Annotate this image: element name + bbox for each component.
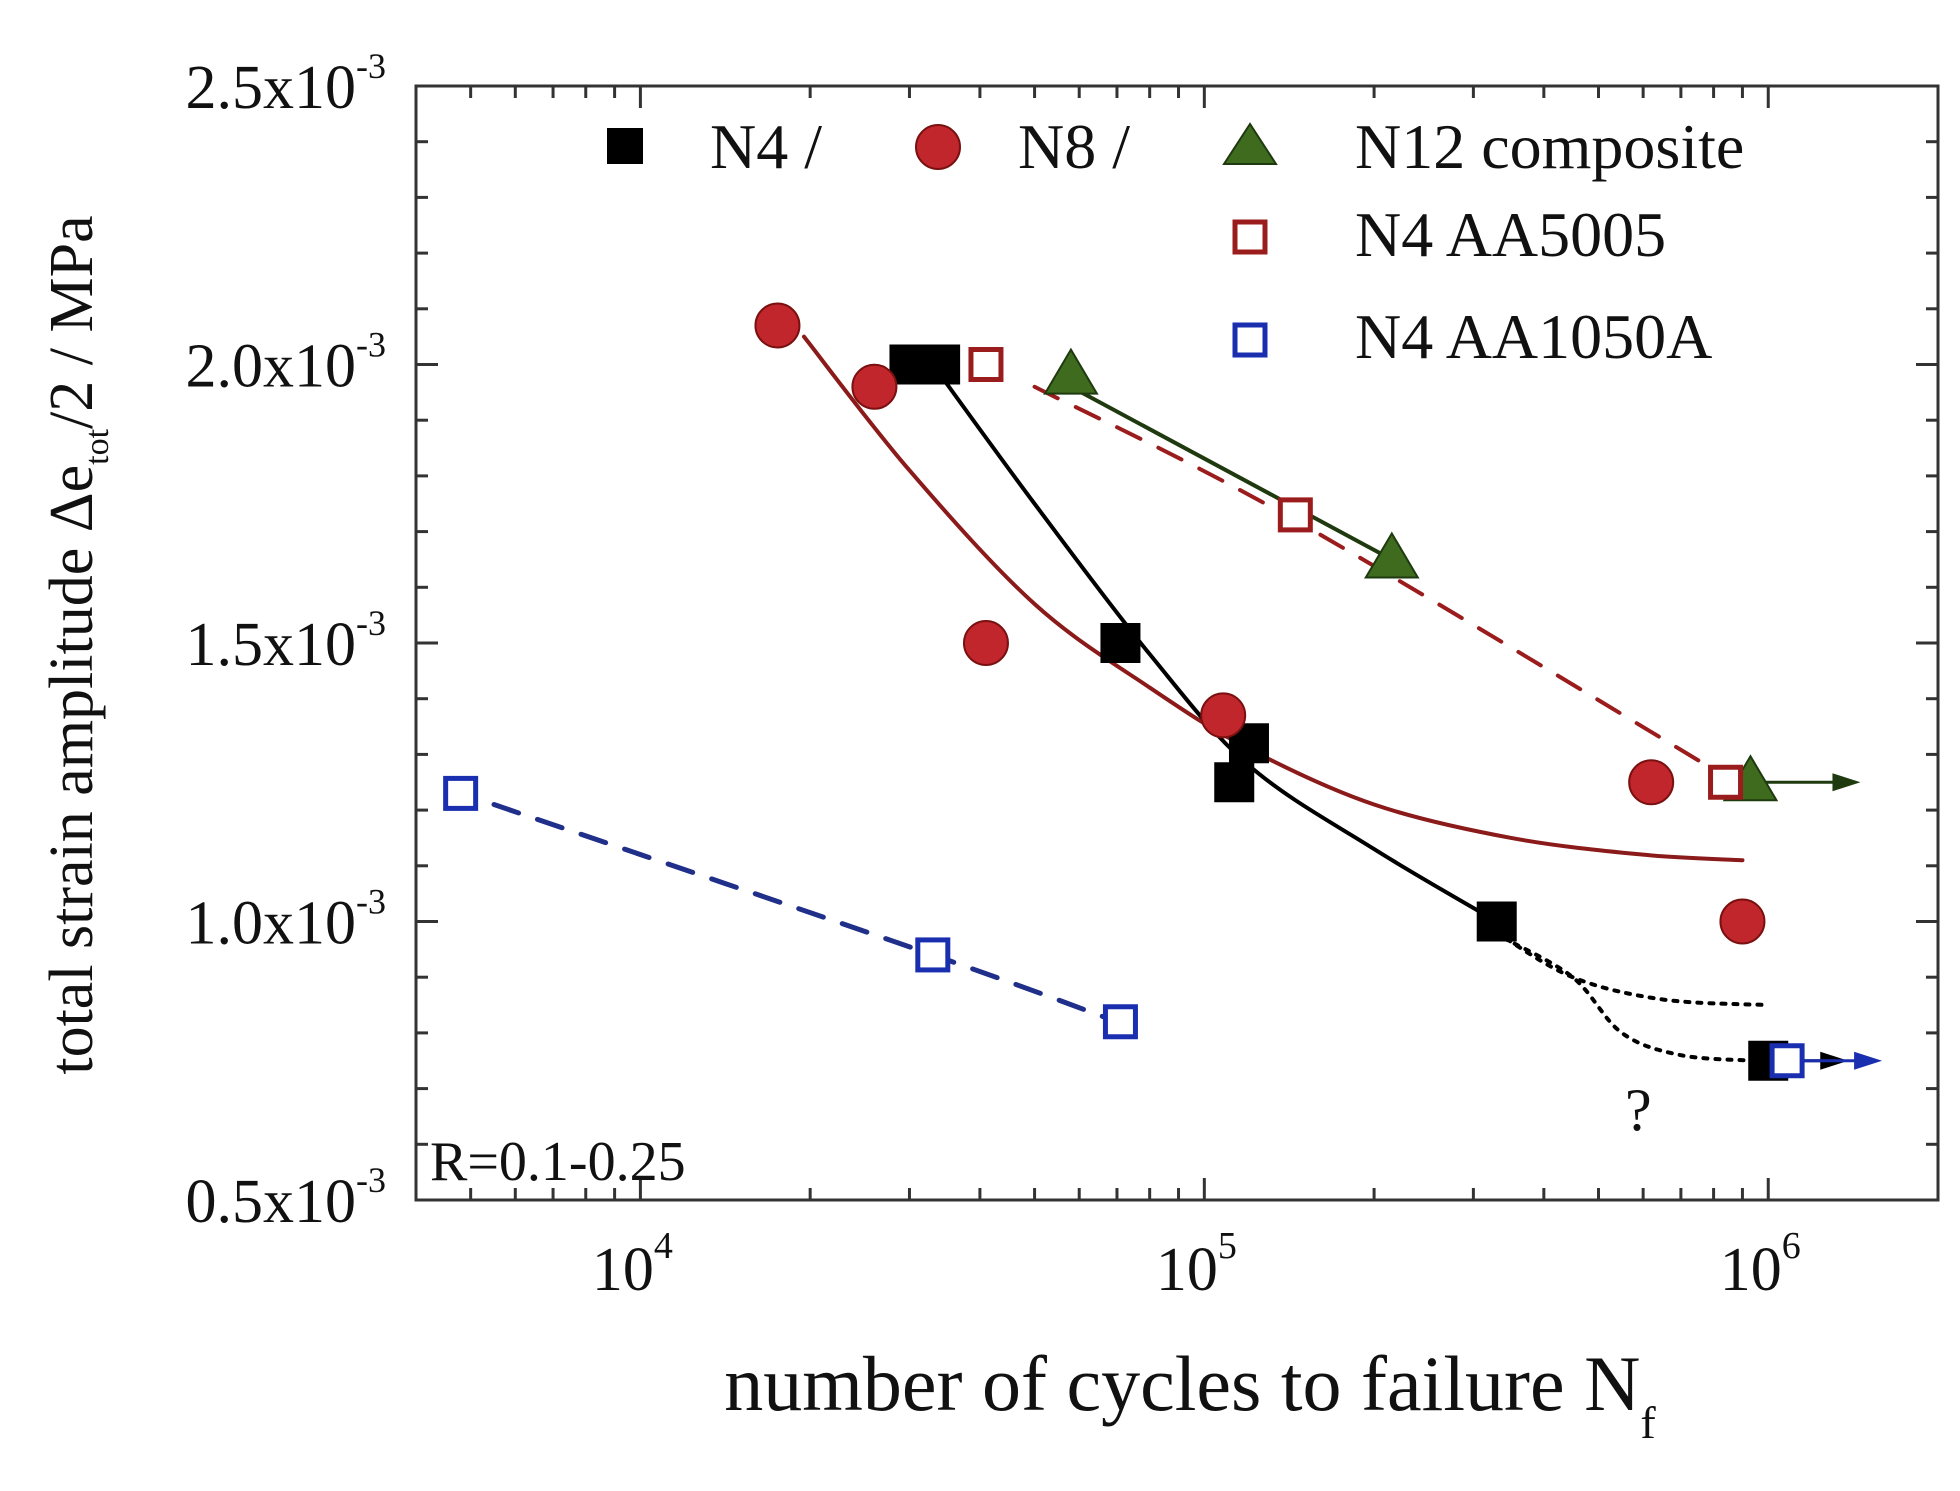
marker-n4 — [1100, 623, 1141, 663]
marker-n8 — [962, 620, 1009, 666]
x-tick-label-base: 10 — [1156, 1236, 1218, 1304]
y-tick-label-mantissa: 1.0x10 — [186, 890, 357, 958]
marker-n4-aa1050a — [443, 775, 479, 811]
fit-line-n4-fit — [930, 362, 1499, 924]
data-markers — [443, 302, 1883, 1081]
x-axis-label: number of cycles to failure Nf — [724, 1340, 1656, 1448]
y-tick-label: 2.0x10-3 — [186, 325, 387, 401]
marker-n8 — [1719, 898, 1766, 945]
y-tick-label: 1.0x10-3 — [186, 882, 387, 958]
marker-n4 — [1214, 762, 1255, 803]
x-tick-label-exponent: 5 — [1218, 1225, 1237, 1267]
y-tick-label-exponent: -3 — [356, 603, 386, 643]
fit-line-n8-fit — [801, 334, 1745, 863]
marker-n4-aa1050a-runout-arrow-head — [1854, 1051, 1883, 1070]
x-tick-label: 104 — [592, 1225, 673, 1304]
marker-n8 — [1628, 759, 1675, 806]
marker-n4-aa5005 — [968, 347, 1004, 382]
marker-n4 — [920, 344, 961, 385]
marker-n12-composite — [1364, 531, 1420, 579]
y-tick-label-exponent: -3 — [356, 325, 386, 365]
x-axis-label-main: number of cycles to failure N — [724, 1340, 1640, 1427]
y-axis-label: total strain amplitude Δetot/2 / MPa — [38, 215, 116, 1074]
legend-label-N8: N8 / — [1018, 111, 1130, 182]
question-mark-annotation: ? — [1625, 1077, 1652, 1143]
y-tick-label-exponent: -3 — [356, 46, 386, 86]
x-tick-label: 105 — [1156, 1225, 1237, 1304]
marker-n8 — [754, 302, 801, 349]
legend-marker-AA5005 — [1232, 219, 1268, 255]
marker-n12-composite — [1043, 347, 1099, 395]
r-ratio-annotation: R=0.1-0.25 — [430, 1131, 686, 1193]
fit-line-aa5005-fit — [1032, 384, 1728, 779]
legend-label-N12: N12 composite — [1355, 111, 1744, 182]
y-tick-label-mantissa: 2.5x10 — [186, 54, 357, 122]
x-tick-label: 106 — [1720, 1225, 1801, 1304]
legend-label-AA5005: N4 AA5005 — [1355, 199, 1666, 270]
y-axis-label-pre: total strain amplitude Δe — [38, 465, 106, 1075]
marker-n4 — [1476, 901, 1517, 942]
legend-marker-AA1050A — [1232, 322, 1268, 358]
marker-n4-aa5005 — [1708, 764, 1744, 800]
y-axis-label-sub: tot — [79, 428, 116, 464]
marker-n4-aa1050a — [915, 937, 951, 973]
y-tick-label: 1.5x10-3 — [186, 603, 387, 679]
fit-line-aa1050a-fit — [491, 802, 1120, 1025]
axis-tick-labels: 0.5x10-31.0x10-31.5x10-32.0x10-32.5x10-3… — [186, 46, 1801, 1304]
y-tick-label: 2.5x10-3 — [186, 46, 387, 122]
legend-label-AA1050A: N4 AA1050A — [1355, 301, 1712, 372]
legend-marker-N12 — [1222, 122, 1278, 165]
y-axis-label-post: /2 / MPa — [38, 215, 106, 429]
marker-n8 — [851, 363, 898, 410]
y-tick-label-mantissa: 2.0x10 — [186, 333, 357, 401]
y-tick-label-exponent: -3 — [356, 882, 386, 922]
marker-n4-aa1050a — [1102, 1004, 1138, 1040]
y-tick-label-exponent: -3 — [356, 1160, 386, 1200]
fit-lines — [491, 334, 1771, 1063]
marker-n8 — [1200, 692, 1247, 739]
y-tick-label-mantissa: 0.5x10 — [186, 1168, 357, 1236]
y-tick-label: 0.5x10-3 — [186, 1160, 387, 1236]
x-tick-label-exponent: 4 — [654, 1225, 673, 1267]
x-tick-label-base: 10 — [592, 1236, 654, 1304]
axis-ticks — [414, 84, 1940, 1202]
x-tick-label-exponent: 6 — [1782, 1225, 1801, 1267]
plot-frame — [414, 84, 1940, 1202]
y-tick-label-mantissa: 1.5x10 — [186, 611, 357, 679]
marker-n12-composite-runout-arrow-head — [1832, 773, 1861, 792]
legend: N4 / N8 / N12 composite N4 AA5005 N4 AA1… — [607, 111, 1744, 372]
fit-line-n4-extrapolation-upper — [1494, 930, 1771, 1008]
fit-line-n12-fit — [1068, 384, 1394, 562]
legend-marker-N8 — [915, 124, 961, 170]
x-tick-label-base: 10 — [1720, 1236, 1782, 1304]
legend-label-N4: N4 / — [710, 111, 822, 182]
fit-line-n4-extrapolation-lower — [1502, 936, 1758, 1063]
legend-marker-N4 — [607, 128, 643, 164]
marker-n4-aa1050a — [1769, 1043, 1805, 1079]
marker-n4-aa5005 — [1277, 497, 1313, 533]
x-axis-label-sub: f — [1640, 1397, 1656, 1448]
